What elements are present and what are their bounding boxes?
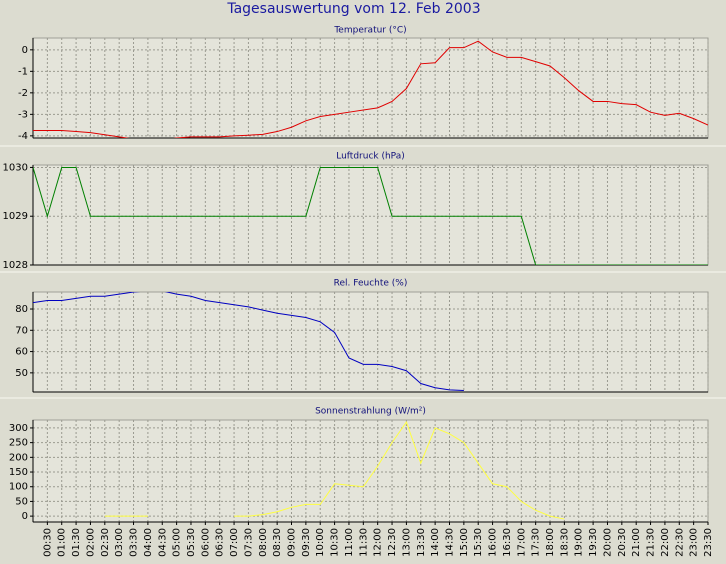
y-tick-label: 150 (9, 467, 28, 478)
x-tick-label: 16:00 (488, 528, 499, 557)
y-tick-label: 250 (9, 438, 28, 449)
x-tick-label: 06:00 (200, 528, 211, 557)
y-tick-label: -2 (18, 88, 28, 99)
x-tick-label: 05:00 (172, 528, 183, 557)
y-tick-label: 0 (22, 511, 28, 522)
x-tick-label: 09:00 (287, 528, 298, 557)
x-tick-label: 21:30 (646, 528, 657, 557)
x-tick-label: 15:00 (459, 528, 470, 557)
x-tick-label: 19:00 (574, 528, 585, 557)
x-tick-label: 11:30 (358, 528, 369, 557)
x-tick-label: 13:30 (416, 528, 427, 557)
y-tick-label: 1029 (3, 211, 28, 222)
y-tick-label: 60 (15, 347, 28, 358)
x-tick-label: 22:00 (660, 528, 671, 557)
plot-area (32, 164, 709, 266)
y-tick-label: -4 (18, 131, 28, 142)
x-tick-label: 13:00 (401, 528, 412, 557)
x-tick-label: 05:30 (186, 528, 197, 557)
y-tick-label: 80 (15, 304, 28, 315)
data-line (33, 292, 464, 392)
x-tick-label: 10:00 (315, 528, 326, 557)
y-tick-label: 300 (9, 423, 28, 434)
x-tick-label: 20:00 (602, 528, 613, 557)
x-tick-label: 02:30 (100, 528, 111, 557)
plot-area (32, 291, 709, 393)
x-tick-label: 19:30 (588, 528, 599, 557)
x-tick-label: 08:30 (272, 528, 283, 557)
x-tick-label: 18:00 (545, 528, 556, 557)
panel-title: Temperatur (°C) (333, 26, 406, 36)
x-tick-label: 01:00 (57, 528, 68, 557)
x-tick-label: 23:30 (703, 528, 714, 557)
y-tick-label: -3 (18, 109, 28, 120)
y-tick-label: 200 (9, 452, 28, 463)
y-tick-label: 1028 (3, 260, 28, 271)
data-line (33, 40, 708, 138)
x-tick-label: 21:00 (631, 528, 642, 557)
x-tick-label: 12:00 (373, 528, 384, 557)
x-tick-label: 12:30 (387, 528, 398, 557)
x-tick-label: 07:30 (243, 528, 254, 557)
plot-area (32, 419, 709, 523)
x-tick-label: 14:00 (430, 528, 441, 557)
x-tick-label: 14:30 (444, 528, 455, 557)
x-tick-label: 07:00 (229, 528, 240, 557)
panel-title: Luftdruck (hPa) (336, 152, 405, 162)
x-tick-label: 04:00 (143, 528, 154, 557)
x-tick-label: 01:30 (71, 528, 82, 557)
y-tick-label: 70 (15, 325, 28, 336)
x-tick-label: 10:30 (330, 528, 341, 557)
x-tick-label: 22:30 (674, 528, 685, 557)
x-tick-label: 02:00 (85, 528, 96, 557)
x-tick-label: 03:30 (129, 528, 140, 557)
x-tick-label: 04:30 (157, 528, 168, 557)
y-tick-label: 1030 (3, 162, 28, 173)
x-tick-label: 11:00 (344, 528, 355, 557)
y-tick-label: 0 (22, 45, 28, 56)
panel-title: Sonnenstrahlung (W/m²) (315, 407, 426, 417)
plot-area (32, 37, 709, 139)
x-tick-label: 00:30 (42, 528, 53, 557)
panel-title: Rel. Feuchte (%) (334, 279, 408, 289)
y-tick-label: 50 (15, 496, 28, 507)
x-tick-label: 17:30 (531, 528, 542, 557)
x-tick-label: 03:00 (114, 528, 125, 557)
x-tick-label: 18:30 (559, 528, 570, 557)
y-tick-label: -1 (18, 66, 28, 77)
y-tick-label: 50 (15, 368, 28, 379)
x-tick-label: 15:30 (473, 528, 484, 557)
data-line (104, 420, 565, 520)
main-title: Tagesauswertung vom 12. Feb 2003 (226, 1, 480, 17)
x-tick-label: 09:30 (301, 528, 312, 557)
x-tick-label: 08:00 (258, 528, 269, 557)
y-tick-label: 100 (9, 482, 28, 493)
x-tick-label: 23:00 (689, 528, 700, 557)
data-line (33, 166, 708, 265)
x-tick-label: 20:30 (617, 528, 628, 557)
x-tick-label: 06:30 (215, 528, 226, 557)
x-tick-label: 16:30 (502, 528, 513, 557)
x-tick-label: 17:00 (516, 528, 527, 557)
